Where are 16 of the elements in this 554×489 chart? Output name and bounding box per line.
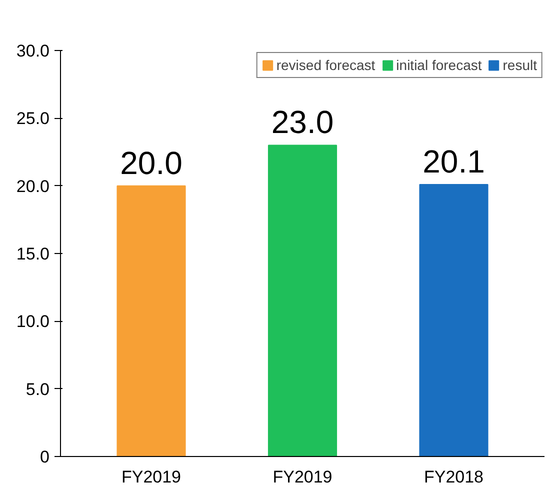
x-tick-label: FY2018 bbox=[424, 468, 484, 486]
legend-label: revised forecast bbox=[276, 57, 376, 73]
x-tick-label: FY2019 bbox=[272, 468, 332, 486]
y-tick-label: 25.0 bbox=[16, 109, 50, 128]
y-tick-label: 30.0 bbox=[16, 42, 50, 60]
y-tick-label: 20.0 bbox=[16, 176, 50, 196]
y-tick-label: 5.0 bbox=[26, 380, 50, 399]
data-label: 20.0 bbox=[120, 144, 182, 181]
legend-label: initial forecast bbox=[396, 57, 482, 73]
y-tick-label: 0 bbox=[40, 448, 50, 466]
y-tick-label: 10.0 bbox=[16, 312, 50, 332]
data-label: 23.0 bbox=[271, 104, 334, 140]
legend-label: result bbox=[502, 57, 537, 73]
y-tick-label: 15.0 bbox=[16, 244, 50, 264]
x-tick-label: FY2019 bbox=[121, 468, 182, 486]
data-label: 20.1 bbox=[422, 143, 485, 180]
